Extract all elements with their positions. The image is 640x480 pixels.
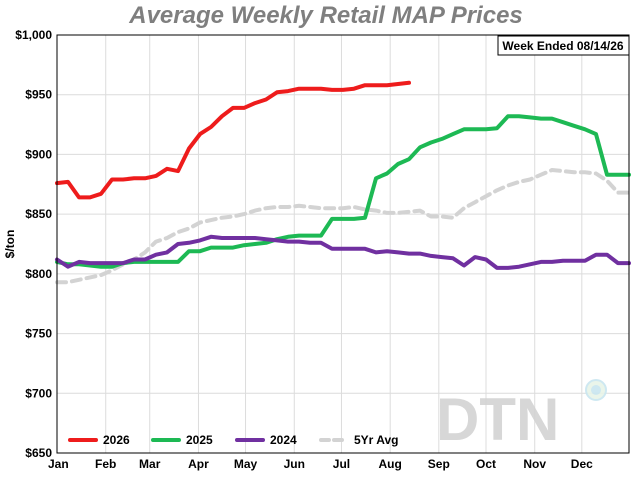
chart-title: Average Weekly Retail MAP Prices <box>128 2 523 29</box>
dtn-logo: DTN <box>436 379 607 453</box>
x-tick-label: May <box>234 457 258 471</box>
y-tick-label: $950 <box>25 88 52 102</box>
series-lines <box>55 80 631 285</box>
x-tick-label: Apr <box>188 457 209 471</box>
week-ended-frame <box>497 35 630 56</box>
x-tick-label: Sep <box>428 457 450 471</box>
y-tick-label: $1,000 <box>15 28 52 42</box>
series-line-2026 <box>55 80 411 200</box>
legend-label: 2024 <box>270 433 297 447</box>
legend-label: 2026 <box>103 433 130 447</box>
series-line-2025 <box>55 114 631 269</box>
x-tick-label: Jan <box>48 457 69 471</box>
plot-area-border <box>56 34 630 454</box>
x-tick-label: Jul <box>333 457 350 471</box>
x-tick-label: Feb <box>95 457 116 471</box>
y-tick-label: $800 <box>25 267 52 281</box>
y-axis-label: $/ton <box>3 230 17 259</box>
x-tick-label: Oct <box>476 457 496 471</box>
dtn-logo-text: DTN <box>436 386 559 453</box>
x-axis-ticks: Jan Feb Mar Apr May Jun Jul Aug Sep Oct Nov Dec <box>48 457 593 471</box>
week-ended-label: Week Ended 08/14/26 <box>502 39 624 53</box>
legend: 2026 2025 2024 5Yr Avg <box>68 433 398 447</box>
y-tick-label: $750 <box>25 327 52 341</box>
y-tick-label: $700 <box>25 386 52 400</box>
y-tick-label: $650 <box>25 446 52 460</box>
x-tick-label: Aug <box>379 457 402 471</box>
x-tick-label: Mar <box>139 457 161 471</box>
y-axis-ticks: $650 $700 $750 $800 $850 $900 $950 $1,000 <box>15 28 52 460</box>
x-tick-label: Nov <box>523 457 546 471</box>
week-ended-box: Week Ended 08/14/26 <box>497 35 630 56</box>
legend-label: 2025 <box>186 433 213 447</box>
series-line-2024 <box>55 234 631 270</box>
x-tick-label: Jun <box>284 457 305 471</box>
y-tick-label: $900 <box>25 147 52 161</box>
x-tick-label: Dec <box>571 457 593 471</box>
dtn-logo-dot-icon <box>591 385 601 395</box>
y-tick-label: $850 <box>25 207 52 221</box>
legend-label: 5Yr Avg <box>354 433 398 447</box>
series-line-5yr-avg <box>55 168 631 285</box>
